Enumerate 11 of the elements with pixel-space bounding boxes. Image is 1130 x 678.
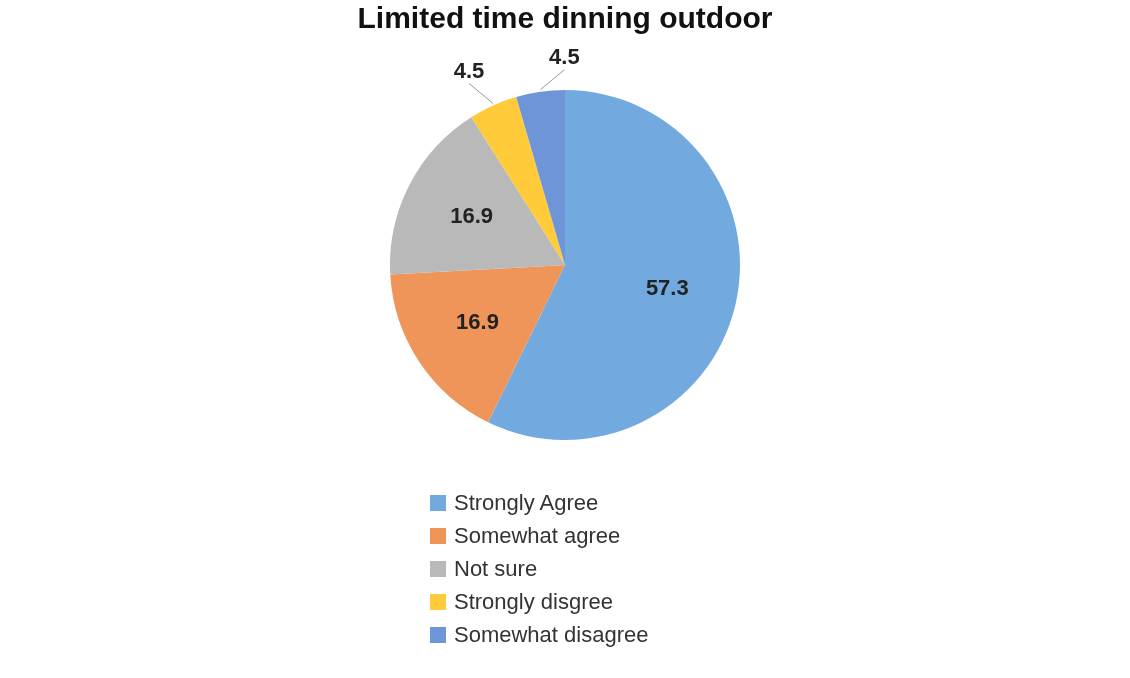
legend-label: Strongly Agree bbox=[454, 489, 599, 516]
data-label: 4.5 bbox=[453, 57, 485, 83]
legend-label: Strongly disgree bbox=[454, 588, 613, 615]
data-label: 57.3 bbox=[645, 274, 689, 300]
data-label: 16.9 bbox=[450, 203, 494, 228]
data-label: 4.5 bbox=[549, 43, 580, 69]
data-label: 16.9 bbox=[456, 309, 499, 335]
legend-label: Somewhat agree bbox=[454, 522, 621, 549]
legend-label: Not sure bbox=[454, 555, 538, 582]
chart-title: Limited time dinning outdoor bbox=[357, 1, 773, 35]
legend-label: Somewhat disagree bbox=[454, 621, 649, 648]
